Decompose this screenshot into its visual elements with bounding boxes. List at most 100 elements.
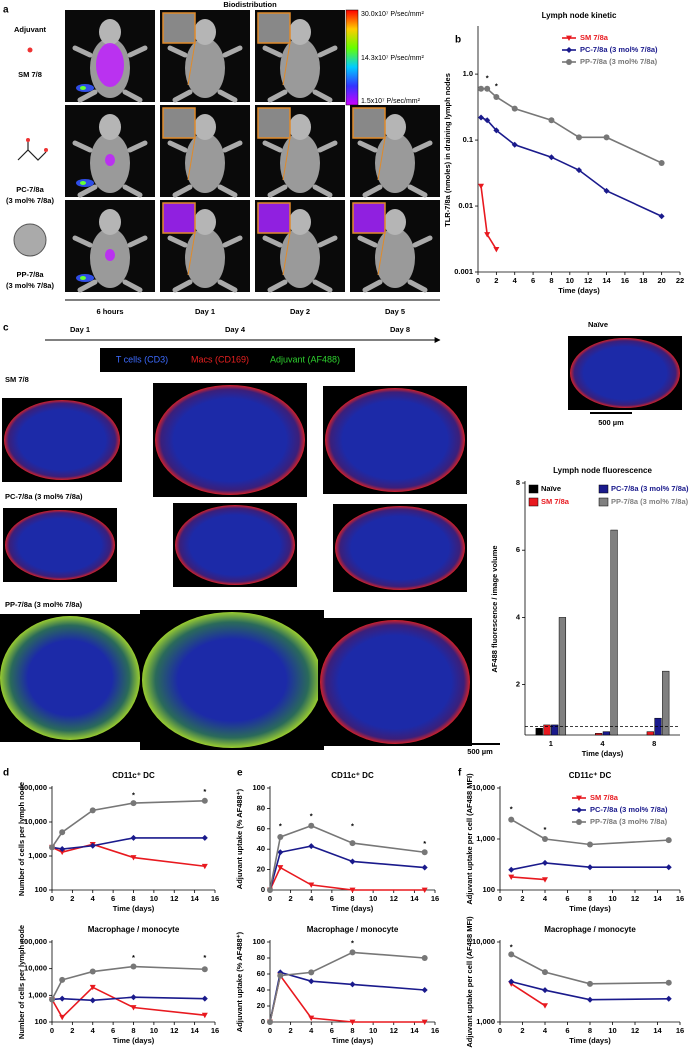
data-point bbox=[89, 984, 96, 991]
row-label: SM 7/8 bbox=[18, 70, 42, 79]
legend-marker bbox=[576, 807, 582, 813]
mouse-head bbox=[194, 209, 216, 235]
mouse-head bbox=[99, 19, 121, 45]
x-tick-label: 0 bbox=[50, 1026, 54, 1035]
mouse-limbs bbox=[262, 140, 338, 198]
data-point bbox=[59, 1014, 66, 1021]
mouse-head bbox=[194, 114, 216, 140]
data-point bbox=[548, 117, 555, 124]
x-tick-label: 6 bbox=[531, 276, 535, 285]
y-tick-label: 4 bbox=[516, 612, 521, 621]
data-point bbox=[421, 1019, 428, 1025]
x-tick-label: 2 bbox=[289, 894, 293, 903]
x-tick-label: 12 bbox=[170, 894, 178, 903]
y-tick-label: 10,000 bbox=[472, 783, 495, 792]
panel-label: f bbox=[458, 768, 462, 779]
inset-line bbox=[377, 232, 386, 276]
x-axis-label: Time (days) bbox=[332, 1036, 374, 1045]
legend-label: SM 7/8a bbox=[590, 793, 619, 802]
data-point bbox=[277, 865, 284, 871]
x-tick-label: 4 bbox=[543, 894, 548, 903]
x-tick-label: 16 bbox=[211, 1026, 219, 1035]
lymph-node bbox=[320, 620, 470, 744]
data-point bbox=[508, 978, 515, 985]
x-tick-label: 2 bbox=[520, 1026, 524, 1035]
x-tick-label: 0 bbox=[476, 276, 480, 285]
data-point bbox=[130, 1005, 137, 1011]
x-tick-label: 16 bbox=[621, 276, 629, 285]
annotation: * bbox=[310, 812, 313, 821]
panel-label: a bbox=[3, 5, 9, 16]
x-axis-label: Time (days) bbox=[569, 1036, 611, 1045]
legend-label: T cells (CD3) bbox=[116, 354, 168, 364]
chart-title: CD11c⁺ DC bbox=[331, 771, 374, 780]
icon bbox=[26, 138, 30, 142]
data-point bbox=[308, 978, 315, 985]
x-tick-label: 6 bbox=[330, 894, 334, 903]
x-tick-label: 1 bbox=[549, 739, 553, 748]
inset bbox=[257, 202, 291, 234]
lymph-node bbox=[155, 385, 305, 495]
inset bbox=[257, 12, 291, 44]
x-tick-label: 20 bbox=[657, 276, 665, 285]
data-point bbox=[130, 855, 137, 861]
y-tick-label: 100 bbox=[252, 783, 265, 792]
inset bbox=[162, 107, 196, 139]
x-tick-label: 4 bbox=[600, 739, 605, 748]
x-tick-label: 8 bbox=[588, 1026, 592, 1035]
mouse-body bbox=[185, 133, 225, 193]
series-line bbox=[269, 824, 425, 891]
data-point bbox=[201, 995, 208, 1002]
y-tick-label: 2 bbox=[516, 680, 520, 689]
legend-marker bbox=[566, 47, 572, 53]
y-tick-label: 6 bbox=[516, 545, 520, 554]
mouse-head bbox=[289, 209, 311, 235]
x-tick-label: 2 bbox=[494, 276, 498, 285]
y-tick-label: 10,000 bbox=[24, 817, 47, 826]
y-tick-label: 100 bbox=[252, 937, 265, 946]
x-tick-label: 16 bbox=[676, 894, 684, 903]
data-point bbox=[548, 154, 555, 161]
scale-bar-label: 500 µm bbox=[467, 747, 493, 756]
lymph-node bbox=[335, 506, 465, 590]
x-tick-label: 4 bbox=[309, 894, 314, 903]
data-point bbox=[665, 995, 672, 1002]
y-axis-label: TLR-7/8a (nmoles) in draining lymph node… bbox=[443, 73, 452, 227]
data-point bbox=[665, 864, 672, 871]
data-point bbox=[277, 833, 284, 840]
y-axis-label: Number of cells per lymph node bbox=[17, 925, 26, 1039]
inset-line bbox=[282, 42, 291, 86]
data-point bbox=[576, 134, 582, 141]
x-tick-label: 16 bbox=[676, 1026, 684, 1035]
icon bbox=[44, 148, 48, 152]
data-point bbox=[267, 887, 273, 893]
x-tick-label: 12 bbox=[631, 1026, 639, 1035]
mouse-head bbox=[289, 114, 311, 140]
colorbar-label: 1.5x10⁷ P/sec/mm² bbox=[361, 98, 421, 105]
data-point bbox=[49, 844, 55, 851]
data-point bbox=[478, 85, 485, 92]
lymph-node bbox=[325, 388, 465, 492]
chart-title: CD11c⁺ DC bbox=[569, 771, 612, 780]
data-point bbox=[421, 849, 428, 856]
mouse-body bbox=[280, 133, 320, 193]
inset-line bbox=[377, 137, 386, 181]
legend-marker bbox=[576, 819, 582, 825]
mouse-limbs bbox=[357, 140, 433, 198]
annotation: * bbox=[544, 825, 547, 834]
time-label: 6 hours bbox=[96, 307, 123, 316]
data-point bbox=[49, 996, 55, 1003]
data-point bbox=[59, 829, 66, 836]
data-point bbox=[59, 976, 66, 983]
data-point bbox=[308, 822, 315, 829]
y-tick-label: 60 bbox=[257, 824, 265, 833]
inset bbox=[352, 107, 386, 139]
annotation: * bbox=[203, 953, 206, 962]
data-point bbox=[603, 187, 610, 194]
data-point bbox=[508, 874, 515, 880]
series-line bbox=[51, 965, 205, 1000]
x-tick-label: 10 bbox=[608, 894, 616, 903]
bar bbox=[646, 731, 654, 736]
data-point bbox=[493, 127, 500, 134]
panel-label: c bbox=[3, 323, 9, 334]
